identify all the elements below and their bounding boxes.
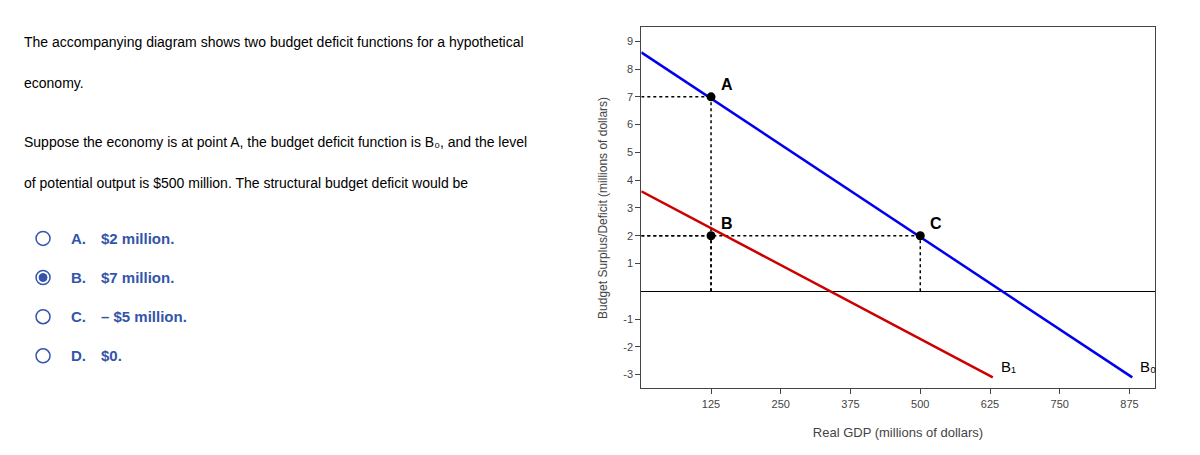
svg-text:6: 6 bbox=[627, 118, 633, 130]
svg-text:The accompanying diagram shows: The accompanying diagram shows two budge… bbox=[24, 34, 524, 50]
svg-text:Budget Surplus/Deficit (millio: Budget Surplus/Deficit (millions of doll… bbox=[596, 97, 610, 319]
svg-text:A: A bbox=[721, 76, 733, 93]
svg-text:2: 2 bbox=[627, 230, 633, 242]
svg-text:4: 4 bbox=[627, 174, 633, 186]
svg-text:B. $7 million.: B. $7 million. bbox=[71, 269, 174, 286]
svg-text:1: 1 bbox=[627, 257, 633, 269]
svg-text:Real GDP (millions of dollars): Real GDP (millions of dollars) bbox=[813, 425, 983, 440]
svg-text:C. – $5 million.: C. – $5 million. bbox=[71, 308, 187, 325]
svg-text:-1: -1 bbox=[623, 313, 633, 325]
svg-text:8: 8 bbox=[627, 63, 633, 75]
svg-text:500: 500 bbox=[911, 398, 929, 410]
svg-text:D. $0.: D. $0. bbox=[71, 347, 122, 364]
svg-text:375: 375 bbox=[841, 398, 859, 410]
svg-text:3: 3 bbox=[627, 202, 633, 214]
svg-text:C: C bbox=[930, 215, 942, 232]
svg-text:A. $2 million.: A. $2 million. bbox=[71, 230, 174, 247]
svg-text:B₀: B₀ bbox=[1140, 358, 1156, 375]
svg-text:125: 125 bbox=[702, 398, 720, 410]
svg-text:economy.: economy. bbox=[24, 75, 84, 91]
svg-text:875: 875 bbox=[1120, 398, 1138, 410]
svg-text:5: 5 bbox=[627, 146, 633, 158]
svg-text:of potential output is $500 mi: of potential output is $500 million. The… bbox=[24, 175, 468, 191]
svg-text:B: B bbox=[721, 215, 733, 232]
svg-text:625: 625 bbox=[981, 398, 999, 410]
svg-text:750: 750 bbox=[1051, 398, 1069, 410]
svg-text:-3: -3 bbox=[623, 368, 633, 380]
svg-text:9: 9 bbox=[627, 35, 633, 47]
svg-text:Suppose the economy is at poin: Suppose the economy is at point A, the b… bbox=[24, 134, 527, 150]
svg-text:250: 250 bbox=[772, 398, 790, 410]
svg-text:B₁: B₁ bbox=[1001, 358, 1016, 375]
svg-text:7: 7 bbox=[627, 91, 633, 103]
svg-text:-2: -2 bbox=[623, 341, 633, 353]
